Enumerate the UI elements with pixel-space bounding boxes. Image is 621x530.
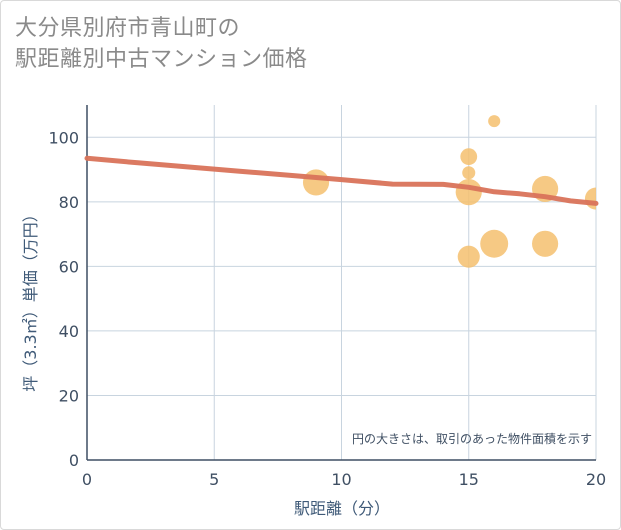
axes: [86, 105, 596, 461]
x-tick-label: 5: [209, 470, 219, 489]
x-tick-label: 10: [331, 470, 351, 489]
tick-labels: 0 5 10 15 20 0 20 40 60 80 100: [48, 128, 606, 489]
trend-line-group: [84, 155, 599, 206]
chart-title: 大分県別府市青山町の 駅距離別中古マンション価格: [15, 13, 575, 75]
data-point: [462, 166, 476, 180]
y-tick-label: 0: [69, 451, 79, 470]
y-axis-label: 坪（3.3㎡）単価（万円）: [21, 206, 40, 391]
data-point: [455, 179, 482, 206]
x-axis-label: 駅距離（分）: [294, 499, 390, 518]
y-tick-label: 80: [59, 193, 79, 212]
data-point: [584, 187, 596, 210]
chart-title-line1: 大分県別府市青山町の: [15, 16, 241, 41]
data-points: [302, 115, 596, 268]
x-tick-label: 20: [586, 470, 606, 489]
chart-title-line2: 駅距離別中古マンション価格: [15, 47, 308, 72]
x-tick-label: 0: [82, 470, 92, 489]
data-point: [302, 169, 330, 196]
size-note: 円の大きさは、取引のあった物件面積を示す: [352, 431, 592, 446]
y-tick-label: 100: [48, 128, 79, 147]
data-point: [457, 245, 480, 268]
data-point: [532, 230, 559, 257]
trend-line: [84, 155, 599, 206]
grid-lines: [87, 105, 597, 460]
y-tick-label: 40: [59, 322, 79, 341]
data-point: [460, 148, 478, 166]
data-point: [480, 229, 509, 258]
data-point: [488, 115, 501, 128]
y-tick-label: 60: [59, 257, 79, 276]
x-tick-label: 15: [459, 470, 479, 489]
y-tick-label: 20: [59, 386, 79, 405]
